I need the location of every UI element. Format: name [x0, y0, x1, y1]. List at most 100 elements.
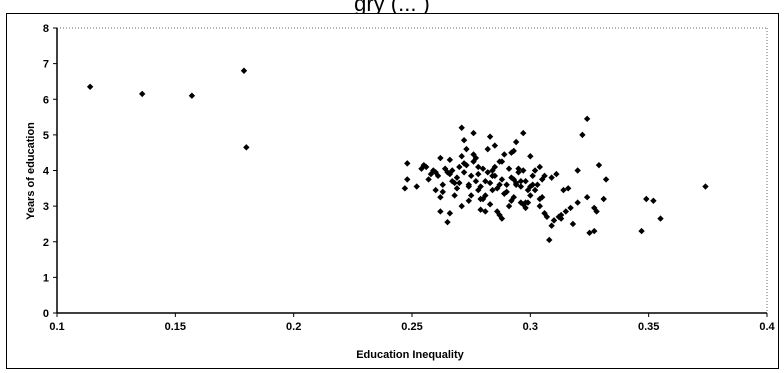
- data-point: [517, 183, 525, 190]
- data-point: [475, 186, 482, 194]
- data-point: [536, 163, 543, 171]
- data-point: [517, 177, 525, 185]
- data-point: [451, 192, 458, 199]
- data-point: [467, 192, 475, 199]
- data-point: [527, 183, 534, 190]
- data-point: [486, 133, 494, 140]
- data-point: [538, 176, 546, 183]
- data-point: [593, 208, 600, 215]
- y-tick-label: 5: [43, 130, 49, 142]
- data-point: [543, 213, 551, 221]
- data-point: [548, 174, 555, 181]
- data-point: [498, 158, 506, 165]
- data-point: [439, 188, 446, 196]
- data-point: [139, 90, 146, 98]
- data-point: [475, 170, 482, 178]
- data-point: [657, 215, 664, 222]
- data-point: [470, 129, 477, 137]
- x-tick-label: 0.25: [401, 321, 422, 333]
- data-point: [418, 165, 425, 172]
- data-point: [505, 202, 513, 210]
- data-point: [458, 153, 465, 160]
- data-point: [243, 144, 250, 151]
- data-point: [240, 67, 248, 74]
- data-point: [477, 206, 484, 213]
- data-point: [522, 199, 529, 206]
- data-point: [534, 181, 541, 188]
- data-point: [460, 137, 468, 144]
- data-point: [404, 160, 411, 167]
- y-tick-label: 4: [43, 166, 50, 178]
- data-point: [579, 131, 586, 139]
- data-point: [557, 215, 565, 222]
- x-tick-label: 0.3: [523, 321, 538, 333]
- y-tick-label: 0: [43, 308, 49, 320]
- data-point: [536, 202, 543, 210]
- data-point: [602, 176, 610, 183]
- data-point: [548, 222, 555, 229]
- data-point: [491, 163, 499, 171]
- axes: 0 1 2 3 4 5 6 7 8 0.1 0.15 0.2 0.25 0.3 0.35 0.4: [43, 23, 776, 333]
- data-point: [650, 197, 657, 204]
- data-point: [512, 181, 520, 188]
- data-point: [484, 169, 491, 176]
- data-point: [531, 167, 539, 174]
- data-point: [638, 227, 645, 235]
- data-point: [527, 192, 534, 199]
- x-tick-label: 0.1: [49, 321, 64, 333]
- data-point: [531, 186, 539, 194]
- y-tick-label: 1: [43, 272, 49, 284]
- y-axis-label: Years of education: [25, 122, 37, 220]
- data-points: [86, 67, 709, 244]
- data-point: [484, 145, 491, 153]
- data-point: [425, 176, 432, 183]
- data-point: [472, 177, 480, 185]
- x-tick-label: 0.2: [286, 321, 301, 333]
- data-point: [512, 138, 520, 146]
- data-point: [86, 83, 94, 90]
- data-point: [479, 165, 487, 172]
- y-tick-label: 6: [43, 94, 49, 106]
- data-point: [482, 177, 489, 185]
- data-point: [486, 179, 494, 187]
- data-point: [560, 186, 567, 194]
- data-point: [595, 161, 603, 169]
- data-point: [432, 169, 439, 176]
- data-point: [404, 176, 411, 183]
- data-point: [520, 201, 527, 208]
- data-point: [449, 167, 456, 174]
- data-point: [465, 197, 472, 204]
- data-point: [508, 149, 515, 156]
- data-point: [574, 167, 581, 174]
- data-point: [574, 199, 581, 206]
- data-point: [569, 220, 577, 228]
- data-point: [430, 167, 437, 174]
- data-point: [557, 211, 565, 219]
- data-point: [583, 194, 591, 201]
- data-point: [470, 158, 477, 165]
- data-point: [562, 208, 570, 215]
- data-point: [501, 151, 508, 158]
- data-point: [446, 156, 454, 164]
- data-point: [527, 153, 534, 160]
- data-point: [489, 186, 496, 194]
- data-point: [565, 185, 572, 192]
- data-point: [489, 172, 496, 180]
- data-point: [491, 142, 499, 149]
- data-point: [515, 165, 522, 172]
- data-point: [423, 163, 430, 171]
- data-point: [458, 124, 465, 131]
- data-point: [496, 181, 503, 188]
- data-point: [536, 195, 543, 203]
- data-point: [520, 167, 527, 174]
- data-point: [477, 183, 484, 190]
- data-point: [517, 199, 525, 206]
- data-point: [401, 185, 409, 192]
- y-tick-label: 2: [43, 237, 49, 249]
- y-tick-label: 3: [43, 201, 49, 213]
- data-point: [437, 194, 444, 201]
- data-point: [550, 217, 558, 224]
- data-point: [541, 210, 548, 217]
- data-point: [437, 208, 444, 215]
